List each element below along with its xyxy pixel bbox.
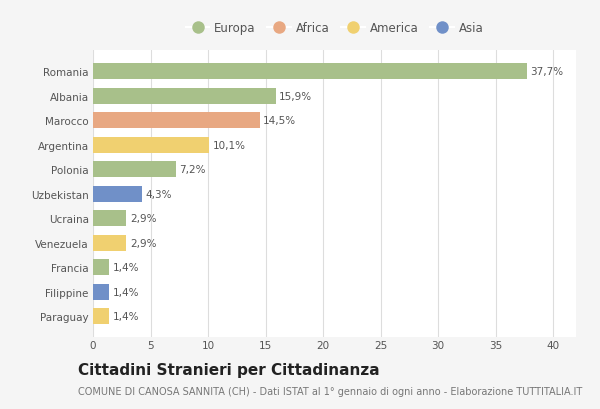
Bar bbox=[93, 113, 260, 129]
Bar bbox=[93, 308, 109, 324]
Text: Cittadini Stranieri per Cittadinanza: Cittadini Stranieri per Cittadinanza bbox=[78, 362, 380, 377]
Text: 14,5%: 14,5% bbox=[263, 116, 296, 126]
Legend: Europa, Africa, America, Asia: Europa, Africa, America, Asia bbox=[181, 17, 488, 39]
Bar bbox=[93, 211, 127, 227]
Bar bbox=[93, 187, 142, 202]
Text: 2,9%: 2,9% bbox=[130, 238, 156, 248]
Bar bbox=[93, 235, 127, 251]
Bar bbox=[93, 162, 176, 178]
Text: 7,2%: 7,2% bbox=[179, 165, 206, 175]
Text: 37,7%: 37,7% bbox=[530, 67, 563, 77]
Bar bbox=[93, 64, 527, 80]
Bar bbox=[93, 284, 109, 300]
Text: 2,9%: 2,9% bbox=[130, 214, 156, 224]
Text: 1,4%: 1,4% bbox=[113, 287, 139, 297]
Text: 1,4%: 1,4% bbox=[113, 263, 139, 272]
Text: COMUNE DI CANOSA SANNITA (CH) - Dati ISTAT al 1° gennaio di ogni anno - Elaboraz: COMUNE DI CANOSA SANNITA (CH) - Dati IST… bbox=[78, 387, 582, 396]
Bar bbox=[93, 137, 209, 153]
Text: 15,9%: 15,9% bbox=[279, 92, 313, 101]
Text: 4,3%: 4,3% bbox=[146, 189, 172, 199]
Bar bbox=[93, 89, 276, 104]
Text: 10,1%: 10,1% bbox=[212, 140, 245, 151]
Bar bbox=[93, 260, 109, 276]
Text: 1,4%: 1,4% bbox=[113, 312, 139, 321]
